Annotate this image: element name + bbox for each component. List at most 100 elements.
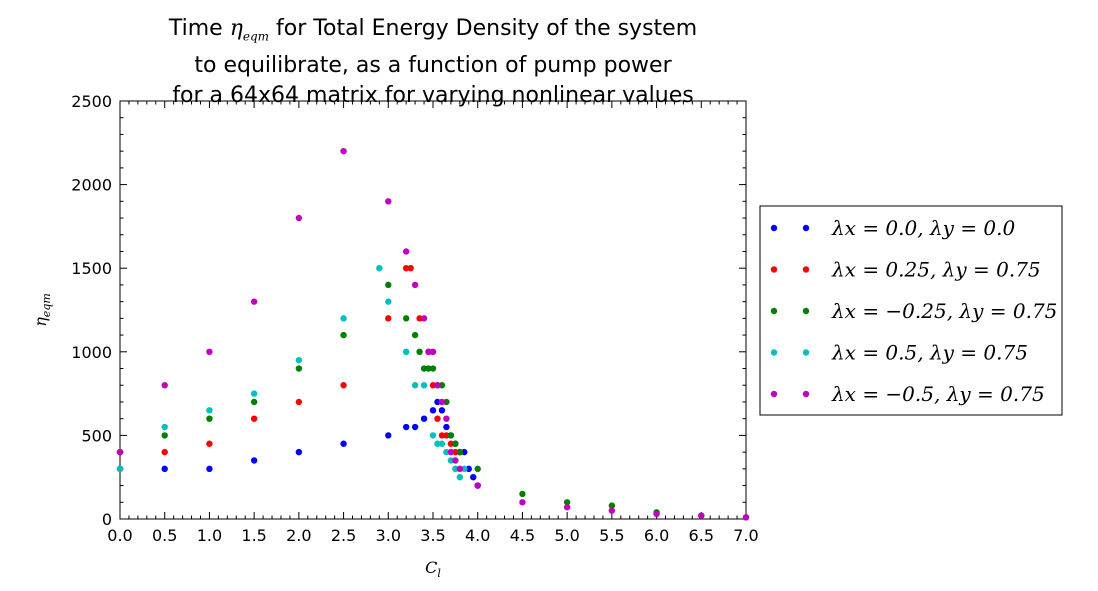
x-tick-label: 1.5 bbox=[241, 526, 266, 545]
data-point-series-3 bbox=[420, 365, 428, 372]
data-point-series-2 bbox=[161, 448, 168, 456]
y-tick-label: 2500 bbox=[71, 92, 112, 111]
data-point-series-3 bbox=[295, 365, 303, 372]
data-point-series-3 bbox=[438, 382, 446, 389]
legend-marker bbox=[802, 307, 810, 315]
data-point-series-1 bbox=[429, 407, 437, 414]
data-point-series-5 bbox=[402, 248, 410, 255]
x-tick-label: 2.5 bbox=[331, 526, 356, 545]
x-tick-label: 6.0 bbox=[644, 526, 669, 545]
legend-label: λx = 0.5, λy = 0.75 bbox=[831, 341, 1028, 365]
data-point-series-1 bbox=[250, 457, 258, 464]
data-point-series-5 bbox=[411, 281, 419, 289]
data-point-series-5 bbox=[742, 514, 750, 521]
data-point-series-4 bbox=[116, 465, 124, 473]
data-point-series-5 bbox=[608, 507, 616, 514]
data-point-series-2 bbox=[447, 440, 455, 447]
y-tick-label: 0 bbox=[102, 510, 112, 529]
data-point-series-5 bbox=[206, 348, 213, 355]
x-tick-label: 7.0 bbox=[733, 526, 758, 545]
data-point-series-3 bbox=[443, 398, 450, 406]
data-point-series-4 bbox=[443, 448, 450, 456]
data-point-series-1 bbox=[385, 432, 392, 439]
data-point-series-5 bbox=[447, 448, 455, 456]
data-point-series-1 bbox=[461, 448, 468, 456]
y-tick-label: 2000 bbox=[71, 176, 112, 195]
data-point-series-3 bbox=[474, 465, 481, 473]
data-point-series-5 bbox=[438, 398, 446, 406]
legend-marker bbox=[770, 307, 778, 315]
legend-marker bbox=[770, 390, 778, 398]
x-tick-label: 1.0 bbox=[197, 526, 222, 545]
data-point-series-5 bbox=[519, 499, 526, 506]
data-point-series-4 bbox=[429, 432, 437, 439]
x-tick-label: 0.0 bbox=[107, 526, 132, 545]
data-point-series-5 bbox=[295, 214, 303, 222]
legend-label: λx = −0.25, λy = 0.75 bbox=[831, 299, 1057, 323]
data-point-series-1 bbox=[411, 423, 419, 431]
y-tick-label: 500 bbox=[81, 426, 112, 445]
data-point-series-1 bbox=[470, 474, 477, 481]
data-point-series-1 bbox=[438, 407, 446, 414]
data-point-series-4 bbox=[420, 382, 428, 389]
data-point-series-2 bbox=[416, 315, 423, 322]
data-point-series-3 bbox=[425, 365, 432, 372]
y-axis-label: ηeqm bbox=[31, 293, 53, 327]
data-point-series-4 bbox=[438, 440, 446, 447]
data-point-series-2 bbox=[407, 265, 414, 272]
legend-label: λx = −0.5, λy = 0.75 bbox=[831, 382, 1045, 406]
legend-marker bbox=[802, 390, 810, 398]
data-point-series-1 bbox=[465, 465, 472, 473]
x-tick-label: 6.5 bbox=[689, 526, 714, 545]
data-point-series-5 bbox=[434, 382, 441, 389]
data-point-series-4 bbox=[340, 315, 347, 322]
legend-label: λx = 0.25, λy = 0.75 bbox=[831, 258, 1041, 282]
title-eta-symbol: ηeqm bbox=[229, 16, 270, 44]
data-point-series-4 bbox=[456, 474, 464, 481]
data-point-series-3 bbox=[411, 331, 419, 339]
data-point-series-5 bbox=[653, 510, 660, 518]
data-point-series-4 bbox=[385, 298, 392, 305]
data-point-series-5 bbox=[250, 298, 258, 305]
data-point-series-2 bbox=[340, 382, 347, 389]
data-point-series-5 bbox=[456, 465, 464, 473]
data-point-series-4 bbox=[447, 457, 455, 464]
x-tick-label: 4.0 bbox=[465, 526, 490, 545]
data-point-series-3 bbox=[519, 490, 526, 498]
data-point-series-4 bbox=[411, 382, 419, 389]
data-point-series-5 bbox=[420, 315, 428, 322]
data-point-series-2 bbox=[452, 448, 459, 456]
x-tick-label: 3.0 bbox=[376, 526, 401, 545]
data-point-series-3 bbox=[447, 432, 455, 439]
y-tick-label: 1500 bbox=[71, 259, 112, 278]
legend-box bbox=[759, 205, 1063, 416]
data-point-series-4 bbox=[461, 465, 468, 473]
data-point-series-5 bbox=[698, 512, 705, 519]
data-point-series-2 bbox=[434, 415, 441, 422]
data-point-series-5 bbox=[340, 147, 347, 155]
data-point-series-3 bbox=[429, 365, 437, 372]
data-point-series-4 bbox=[434, 440, 441, 447]
data-point-series-2 bbox=[443, 432, 450, 439]
data-point-series-2 bbox=[206, 440, 213, 447]
data-point-series-4 bbox=[250, 390, 258, 397]
data-point-series-3 bbox=[250, 398, 258, 406]
data-point-series-4 bbox=[402, 348, 410, 355]
data-point-series-1 bbox=[295, 448, 303, 456]
data-point-series-4 bbox=[295, 356, 303, 364]
data-point-series-1 bbox=[161, 465, 168, 473]
data-point-series-2 bbox=[429, 382, 437, 389]
data-point-series-5 bbox=[385, 198, 392, 205]
data-point-series-3 bbox=[402, 315, 410, 322]
chart-title: Time ηeqm for Total Energy Density of th… bbox=[120, 14, 746, 111]
data-point-series-2 bbox=[385, 315, 392, 322]
x-tick-label: 0.5 bbox=[152, 526, 177, 545]
x-axis-label: Cl bbox=[425, 558, 441, 580]
legend-marker bbox=[770, 349, 778, 356]
legend-marker bbox=[770, 224, 778, 232]
data-point-series-3 bbox=[563, 499, 571, 506]
data-point-series-2 bbox=[438, 432, 446, 439]
data-point-series-4 bbox=[206, 407, 213, 414]
plot-frame bbox=[119, 100, 747, 520]
